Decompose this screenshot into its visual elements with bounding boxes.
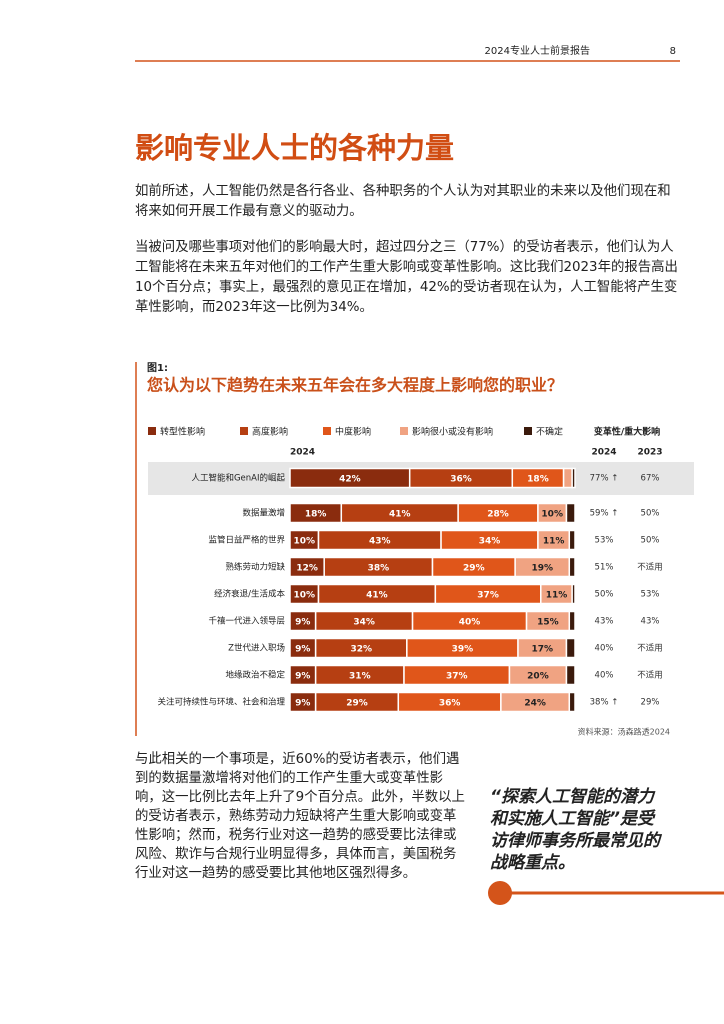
table-cell: 50%	[595, 590, 614, 600]
category-label: 人工智能和GenAI的崛起	[191, 473, 285, 484]
pull-quote: “探索人工智能的潜力和实施人工智能”是受访律师事务所最常见的战略重点。	[490, 787, 660, 873]
category-label: Z世代进入职场	[228, 643, 285, 654]
table-cell: 40%	[595, 644, 614, 654]
bar-segment	[568, 529, 576, 551]
value-label: 37%	[446, 672, 468, 682]
value-label: 10%	[541, 510, 563, 520]
value-label: 9%	[295, 618, 310, 628]
bar-segment	[565, 502, 576, 524]
value-label: 40%	[459, 618, 481, 628]
bar-segment	[571, 467, 576, 489]
legend-swatch	[148, 427, 156, 435]
table-cell: 51%	[595, 563, 614, 573]
table-cell: 38% ↑	[590, 698, 619, 708]
value-label: 24%	[524, 699, 546, 709]
table-cell: 不适用	[637, 643, 663, 654]
value-label: 9%	[295, 699, 310, 709]
value-label: 41%	[389, 510, 411, 520]
value-label: 9%	[295, 672, 310, 682]
bar-segment	[562, 467, 573, 489]
value-label: 34%	[353, 618, 375, 628]
legend-swatch	[524, 427, 532, 435]
value-label: 11%	[546, 591, 568, 601]
legend-label: 转型性影响	[160, 426, 205, 438]
value-label: 36%	[450, 475, 472, 485]
table-cell: 29%	[641, 698, 660, 708]
legend-label: 影响很小或没有影响	[412, 426, 493, 438]
header-report: 2024专业人士前景报告	[485, 44, 590, 57]
value-label: 11%	[543, 537, 565, 547]
value-label: 17%	[531, 645, 553, 655]
paragraph: 如前所述，人工智能仍然是各行各业、各种职务的个人认为对其职业的未来以及他们现在和…	[135, 184, 671, 219]
table-cell: 67%	[641, 474, 660, 484]
page-number: 8	[670, 46, 676, 57]
category-label: 经济衰退/生活成本	[214, 589, 285, 600]
bar-segment	[568, 610, 576, 632]
value-label: 10%	[293, 591, 315, 601]
body-text: 与此相关的一个事项是，近60%的受访者表示，他们遇到的数据量激增将对他们的工作产…	[135, 752, 465, 881]
bar-segment	[568, 556, 576, 578]
value-label: 38%	[368, 564, 390, 574]
value-label: 19%	[531, 564, 553, 574]
category-label: 千禧一代进入领导层	[208, 616, 285, 627]
value-label: 41%	[366, 591, 388, 601]
value-label: 28%	[487, 510, 509, 520]
value-label: 36%	[439, 699, 461, 709]
table-cell: 不适用	[637, 670, 663, 681]
legend-label: 中度影响	[335, 426, 371, 438]
table-cell: 50%	[641, 509, 660, 519]
value-label: 9%	[295, 645, 310, 655]
value-label: 37%	[477, 591, 499, 601]
bar-segment	[571, 583, 576, 605]
paragraph: 当被问及哪些事项对他们的影响最大时，超过四分之三（77%）的受访者表示，他们认为…	[135, 240, 678, 315]
table-cell: 43%	[595, 617, 614, 627]
value-label: 20%	[527, 672, 549, 682]
table-column: 2024	[591, 448, 616, 458]
value-label: 10%	[293, 537, 315, 547]
table-header: 变革性/重大影响	[594, 426, 660, 438]
table-cell: 43%	[641, 617, 660, 627]
table-cell: 50%	[641, 536, 660, 546]
legend-swatch	[323, 427, 331, 435]
value-label: 18%	[527, 475, 549, 485]
category-label: 熟练劳动力短缺	[225, 562, 285, 573]
table-cell: 不适用	[637, 562, 663, 573]
category-label: 关注可持续性与环境、社会和治理	[157, 697, 285, 708]
table-column: 2023	[637, 448, 662, 458]
table-cell: 59% ↑	[590, 509, 619, 519]
table-cell: 40%	[595, 671, 614, 681]
category-label: 监管日益严格的世界	[208, 535, 285, 546]
bar-header: 2024	[290, 448, 315, 458]
value-label: 29%	[463, 564, 485, 574]
legend-label: 高度影响	[252, 426, 288, 438]
bar-segment	[565, 637, 576, 659]
decor-dot	[488, 881, 512, 905]
value-label: 15%	[537, 618, 559, 628]
legend-swatch	[240, 427, 248, 435]
chart-title: 您认为以下趋势在未来五年会在多大程度上影响您的职业？	[147, 376, 563, 395]
legend-label: 不确定	[536, 426, 563, 438]
value-label: 32%	[350, 645, 372, 655]
table-cell: 53%	[595, 536, 614, 546]
table-cell: 77% ↑	[590, 474, 619, 484]
value-label: 34%	[479, 537, 501, 547]
value-label: 39%	[452, 645, 474, 655]
legend-swatch	[400, 427, 408, 435]
value-label: 42%	[339, 475, 361, 485]
page-title: 影响专业人士的各种力量	[135, 131, 455, 165]
value-label: 31%	[349, 672, 371, 682]
category-label: 数据量激增	[242, 508, 285, 519]
figure-label: 图1:	[147, 362, 168, 374]
bar-segment	[568, 691, 576, 713]
value-label: 29%	[346, 699, 368, 709]
value-label: 18%	[305, 510, 327, 520]
value-label: 12%	[296, 564, 318, 574]
table-cell: 53%	[641, 590, 660, 600]
value-label: 43%	[369, 537, 391, 547]
source: 资料来源：汤森路透2024	[578, 727, 670, 737]
category-label: 地缘政治不稳定	[225, 670, 285, 681]
bar-segment	[565, 664, 576, 686]
